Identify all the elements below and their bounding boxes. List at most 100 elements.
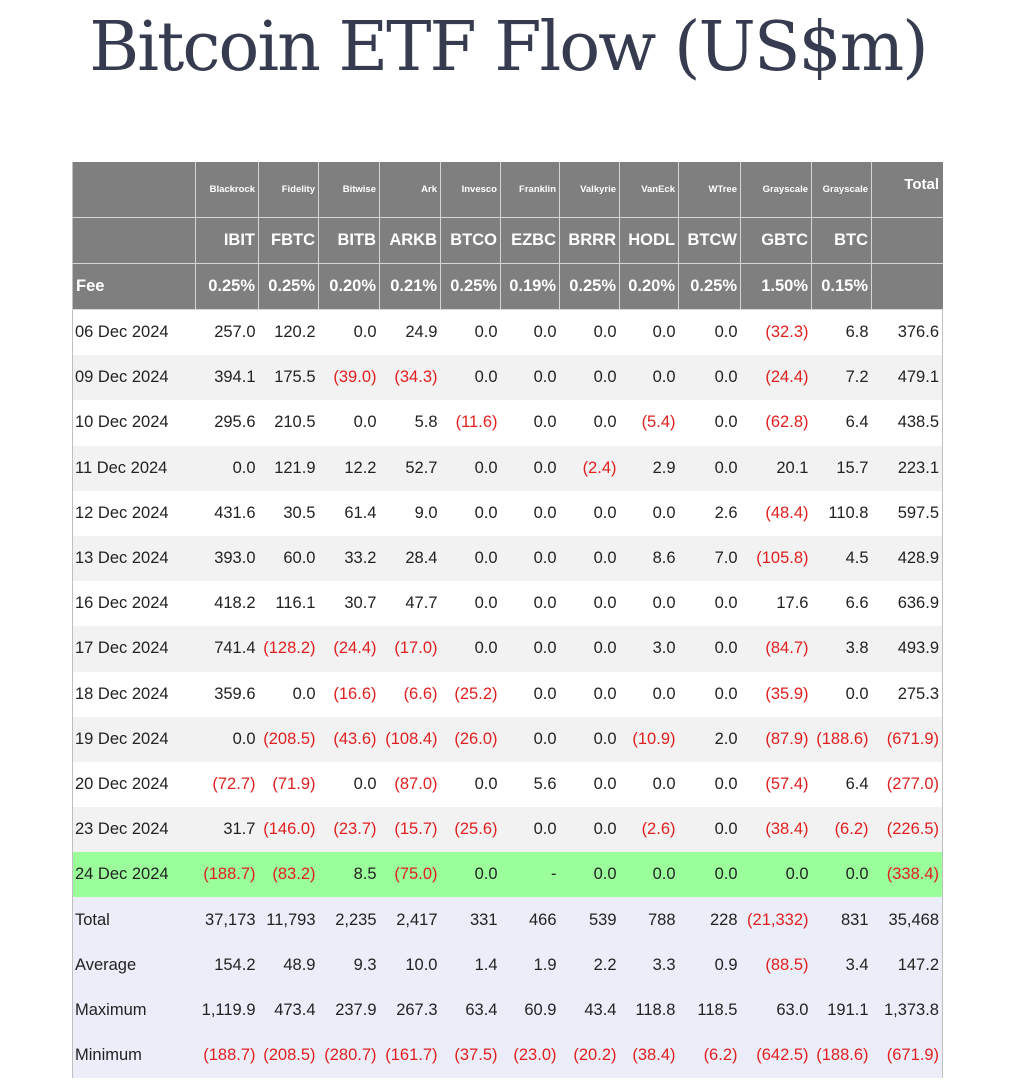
flow-cell: 0.0: [559, 535, 620, 582]
flow-cell: 0.0: [811, 671, 872, 717]
stats-cell: (88.5): [740, 942, 812, 988]
ticker-header: HODL: [619, 217, 679, 264]
row-total-cell: 597.5: [871, 490, 943, 536]
stats-cell: (37.5): [440, 1033, 501, 1079]
flow-cell: (75.0): [379, 852, 441, 898]
flow-cell: 0.0: [678, 309, 741, 356]
ticker-header: IBIT: [195, 217, 259, 264]
flow-cell: 0.0: [811, 852, 872, 898]
stats-cell: 1,373.8: [871, 987, 943, 1033]
stats-cell: 63.0: [740, 987, 812, 1033]
etf-flow-table: Blackrock Fidelity Bitwise Ark Invesco Frankl…: [72, 162, 943, 1079]
stats-cell: 118.5: [678, 987, 741, 1033]
flow-cell: 5.8: [379, 400, 441, 446]
flow-cell: 210.5: [258, 400, 319, 446]
issuer-header: Bitwise: [318, 162, 380, 218]
table-row: 11 Dec 2024 0.0 121.9 12.2 52.7 0.0 0.0 (2.4) 2.…: [72, 445, 943, 491]
flow-cell: (24.4): [740, 355, 812, 401]
flow-cell: 0.0: [619, 852, 679, 898]
row-total-cell: 223.1: [871, 445, 943, 491]
row-date: 23 Dec 2024: [72, 807, 196, 853]
table-row: 20 Dec 2024 (72.7) (71.9) 0.0 (87.0) 0.0 5.6 0.…: [72, 761, 943, 808]
table-row: 13 Dec 2024 393.0 60.0 33.2 28.4 0.0 0.0 0.0 8.6…: [72, 535, 943, 582]
stats-cell: 1.4: [440, 942, 501, 988]
row-date: 09 Dec 2024: [72, 355, 196, 401]
flow-cell: 6.6: [811, 581, 872, 627]
stats-cell: 60.9: [500, 987, 560, 1033]
flow-cell: 0.0: [440, 355, 501, 401]
flow-cell: (34.3): [379, 355, 441, 401]
stats-cell: 237.9: [318, 987, 380, 1033]
flow-cell: 120.2: [258, 309, 319, 356]
flow-cell: 0.0: [195, 716, 259, 762]
table-body: 06 Dec 2024 257.0 120.2 0.0 24.9 0.0 0.0 0.0 0.0…: [72, 309, 943, 1079]
flow-cell: (43.6): [318, 716, 380, 762]
flow-cell: 0.0: [440, 535, 501, 582]
row-total-cell: (277.0): [871, 761, 943, 808]
flow-cell: (5.4): [619, 400, 679, 446]
stats-row: Average 154.2 48.9 9.3 10.0 1.4 1.9 2.2 3.3 0.9 (8…: [72, 942, 943, 988]
ticker-header: BTCO: [440, 217, 501, 264]
table-row: 12 Dec 2024 431.6 30.5 61.4 9.0 0.0 0.0 0.0 0.0 2…: [72, 490, 943, 536]
flow-cell: 0.0: [619, 309, 679, 356]
row-total-cell: 376.6: [871, 309, 943, 356]
flow-cell: 0.0: [500, 716, 560, 762]
table-row: 10 Dec 2024 295.6 210.5 0.0 5.8 (11.6) 0.0 0.0(…: [72, 400, 943, 446]
ticker-header: BRRR: [559, 217, 620, 264]
flow-cell: 741.4: [195, 626, 259, 672]
row-date: 17 Dec 2024: [72, 626, 196, 672]
flow-cell: 0.0: [500, 445, 560, 491]
flow-cell: 20.1: [740, 445, 812, 491]
flow-cell: (2.6): [619, 807, 679, 853]
flow-cell: 418.2: [195, 581, 259, 627]
flow-cell: -: [500, 852, 560, 898]
stats-cell: 43.4: [559, 987, 620, 1033]
fee-header: 0.20%: [619, 263, 679, 310]
table-row: 17 Dec 2024 741.4 (128.2) (24.4) (17.0) 0.0 0.…: [72, 626, 943, 672]
stats-cell: 331: [440, 897, 501, 943]
issuer-header: Blackrock: [195, 162, 259, 218]
flow-cell: 393.0: [195, 535, 259, 582]
flow-cell: 0.0: [678, 626, 741, 672]
flow-cell: 0.0: [500, 400, 560, 446]
fee-header: 0.25%: [195, 263, 259, 310]
issuer-header: Grayscale: [740, 162, 812, 218]
header-blank-cell: [871, 217, 943, 264]
flow-cell: 4.5: [811, 535, 872, 582]
flow-cell: (48.4): [740, 490, 812, 536]
flow-cell: 8.5: [318, 852, 380, 898]
flow-cell: 6.4: [811, 761, 872, 808]
stats-cell: 154.2: [195, 942, 259, 988]
stats-cell: 147.2: [871, 942, 943, 988]
flow-cell: 0.0: [559, 581, 620, 627]
stats-cell: 466: [500, 897, 560, 943]
fee-header: 0.25%: [559, 263, 620, 310]
flow-cell: 0.0: [678, 671, 741, 717]
flow-cell: 0.0: [559, 671, 620, 717]
flow-cell: (84.7): [740, 626, 812, 672]
stats-cell: 788: [619, 897, 679, 943]
stats-cell: 831: [811, 897, 872, 943]
stats-cell: 2.2: [559, 942, 620, 988]
stats-label: Minimum: [72, 1033, 196, 1079]
flow-cell: (71.9): [258, 761, 319, 808]
flow-cell: (15.7): [379, 807, 441, 853]
stats-cell: 11,793: [258, 897, 319, 943]
stats-cell: 1.9: [500, 942, 560, 988]
flow-cell: 0.0: [318, 400, 380, 446]
flow-cell: 0.0: [678, 761, 741, 808]
flow-cell: 0.0: [619, 761, 679, 808]
flow-cell: 7.2: [811, 355, 872, 401]
header-blank-cell: [72, 217, 196, 264]
stats-cell: (188.7): [195, 1033, 259, 1079]
stats-cell: (161.7): [379, 1033, 441, 1079]
flow-cell: 116.1: [258, 581, 319, 627]
flow-cell: 2.0: [678, 716, 741, 762]
stats-cell: 2,235: [318, 897, 380, 943]
flow-cell: (35.9): [740, 671, 812, 717]
fee-header: 1.50%: [740, 263, 812, 310]
flow-cell: 6.8: [811, 309, 872, 356]
flow-cell: 121.9: [258, 445, 319, 491]
flow-cell: (87.0): [379, 761, 441, 808]
flow-cell: (146.0): [258, 807, 319, 853]
